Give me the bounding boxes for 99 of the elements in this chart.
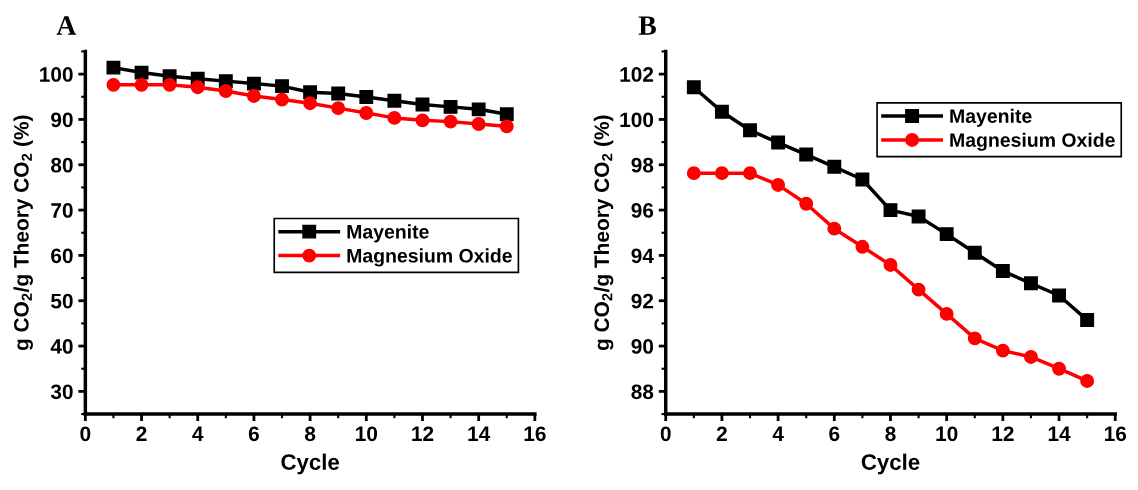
y-tick-label: 100 — [620, 112, 654, 128]
x-tick-label: 2 — [716, 426, 727, 441]
point — [246, 76, 261, 91]
point — [106, 77, 121, 92]
x-tick-label: 10 — [356, 426, 378, 442]
point — [995, 264, 1010, 278]
x-tick-label: 12 — [412, 426, 434, 441]
point — [359, 90, 374, 104]
x-tick-label: 8 — [304, 426, 316, 442]
point — [1052, 361, 1066, 376]
x-tick-label: 2 — [136, 426, 147, 441]
point — [939, 306, 954, 321]
point — [275, 92, 289, 107]
y-tick-label: 90 — [631, 339, 654, 354]
y-tick-label: 100 — [40, 67, 73, 82]
point — [855, 239, 870, 254]
legend-label: Magnesium Oxide — [950, 132, 1115, 151]
x-tick-label: 14 — [1048, 426, 1071, 441]
y-tick-label: 90 — [51, 112, 73, 128]
chart-title: B — [638, 16, 656, 35]
point — [771, 135, 786, 150]
point — [1024, 349, 1038, 364]
x-tick-label: 0 — [80, 426, 91, 442]
point — [714, 104, 729, 119]
point — [331, 86, 346, 101]
x-tick-label: 0 — [660, 426, 671, 442]
point — [855, 172, 870, 187]
y-tick-label: 80 — [51, 157, 73, 173]
point — [134, 77, 149, 92]
point — [387, 93, 402, 108]
point — [303, 96, 318, 111]
x-axis-title: Cycle — [861, 453, 920, 475]
point — [1024, 276, 1038, 291]
legend-label: Mayenite — [347, 224, 429, 243]
point — [190, 80, 205, 95]
point — [415, 113, 430, 128]
y-axis-title: g CO$_{2}$/g Theory CO$_{2}$ (%) — [13, 115, 33, 351]
point — [883, 203, 898, 218]
point — [799, 196, 814, 211]
legend-label: Magnesium Oxide — [347, 248, 512, 267]
point — [162, 77, 177, 92]
point — [827, 221, 842, 236]
point — [995, 343, 1010, 358]
y-tick-label: 70 — [51, 203, 73, 218]
legend-label: Mayenite — [950, 108, 1032, 127]
y-tick-label: 94 — [631, 248, 654, 264]
point — [331, 101, 346, 116]
point — [1052, 288, 1066, 303]
point — [415, 97, 430, 112]
x-tick-label: 14 — [468, 426, 491, 441]
x-tick-label: 6 — [829, 426, 840, 442]
point — [686, 80, 701, 95]
x-axis-title: Cycle — [281, 453, 339, 475]
y-tick-label: 96 — [631, 203, 654, 218]
point — [106, 60, 121, 75]
y-axis-title: g CO$_{2}$/g Theory CO$_{2}$ (%) — [593, 115, 614, 351]
point — [939, 227, 954, 242]
x-tick-label: 16 — [1104, 426, 1127, 442]
point — [686, 166, 701, 181]
point — [883, 257, 898, 272]
point — [911, 282, 926, 297]
point — [387, 110, 402, 125]
y-tick-label: 50 — [51, 293, 73, 309]
point — [471, 102, 486, 117]
point — [967, 331, 982, 346]
point — [359, 106, 374, 120]
point — [1080, 374, 1095, 388]
x-tick-label: 8 — [885, 426, 896, 442]
point — [743, 123, 757, 138]
x-tick-label: 4 — [192, 426, 204, 441]
point — [218, 84, 233, 98]
point — [499, 119, 514, 134]
y-tick-label: 88 — [631, 384, 654, 400]
point — [799, 147, 814, 162]
x-tick-label: 4 — [772, 426, 784, 441]
point — [771, 177, 786, 192]
point — [714, 166, 729, 181]
y-tick-label: 60 — [51, 248, 73, 264]
point — [1080, 313, 1095, 327]
point — [275, 79, 289, 94]
point — [499, 107, 514, 122]
point — [967, 245, 982, 260]
x-tick-label: 12 — [992, 426, 1014, 441]
chart-title: A — [56, 16, 77, 35]
y-tick-label: 30 — [50, 384, 73, 400]
x-tick-label: 16 — [524, 426, 546, 442]
point — [246, 89, 261, 103]
point — [443, 99, 458, 114]
point — [911, 209, 926, 224]
point — [471, 117, 486, 131]
y-tick-label: 92 — [631, 293, 654, 309]
point — [743, 166, 757, 181]
x-tick-label: 6 — [248, 426, 259, 442]
x-tick-label: 10 — [936, 426, 958, 442]
point — [827, 159, 842, 174]
point — [443, 114, 458, 129]
y-tick-label: 102 — [620, 67, 654, 82]
y-tick-label: 98 — [631, 157, 654, 173]
y-tick-label: 40 — [50, 339, 73, 354]
